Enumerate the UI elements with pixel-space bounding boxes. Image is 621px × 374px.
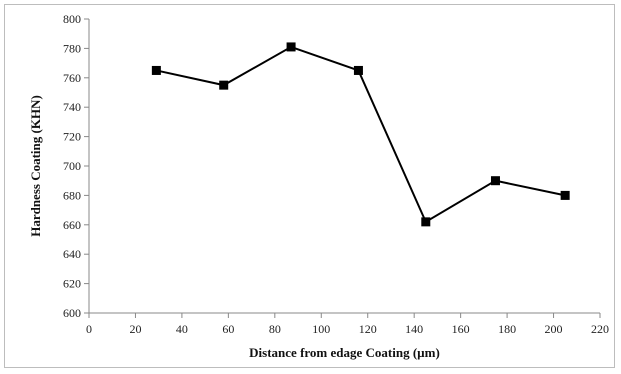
y-tick-label: 600 xyxy=(63,306,81,320)
x-tick-label: 200 xyxy=(545,322,563,336)
y-tick-label: 700 xyxy=(63,159,81,173)
series-layer xyxy=(151,42,570,227)
x-axis-title: Distance from edage Coating (µm) xyxy=(249,345,440,360)
y-axis-ticks: 600 620 640 660 680 700 720 740 760 780 800 xyxy=(63,12,89,320)
y-tick-label: 620 xyxy=(63,277,81,291)
x-tick-label: 160 xyxy=(452,322,470,336)
x-tick-label: 20 xyxy=(129,322,141,336)
y-axis-title: Hardness Coating (KHN) xyxy=(28,95,43,237)
y-tick-label: 800 xyxy=(63,12,81,26)
y-tick-label: 780 xyxy=(63,41,81,55)
x-tick-label: 140 xyxy=(405,322,423,336)
data-point-marker xyxy=(151,65,161,75)
y-tick-label: 680 xyxy=(63,188,81,202)
data-point-marker xyxy=(421,217,431,227)
y-tick-label: 720 xyxy=(63,130,81,144)
y-tick-label: 760 xyxy=(63,71,81,85)
x-tick-label: 40 xyxy=(176,322,188,336)
y-tick-label: 660 xyxy=(63,218,81,232)
data-point-marker xyxy=(490,176,500,186)
y-tick-label: 740 xyxy=(63,100,81,114)
x-tick-label: 180 xyxy=(498,322,516,336)
x-tick-label: 220 xyxy=(591,322,609,336)
data-point-marker xyxy=(560,190,570,200)
x-axis-ticks: 0 20 40 60 80 100 120 140 160 180 200 220 xyxy=(86,313,609,336)
x-tick-label: 100 xyxy=(312,322,330,336)
x-tick-label: 120 xyxy=(359,322,377,336)
y-tick-label: 640 xyxy=(63,247,81,261)
x-tick-label: 60 xyxy=(222,322,234,336)
data-point-marker xyxy=(353,65,363,75)
data-point-marker xyxy=(219,80,229,90)
data-point-marker xyxy=(286,42,296,52)
chart-frame xyxy=(4,4,615,368)
x-tick-label: 80 xyxy=(269,322,281,336)
x-tick-label: 0 xyxy=(86,322,92,336)
